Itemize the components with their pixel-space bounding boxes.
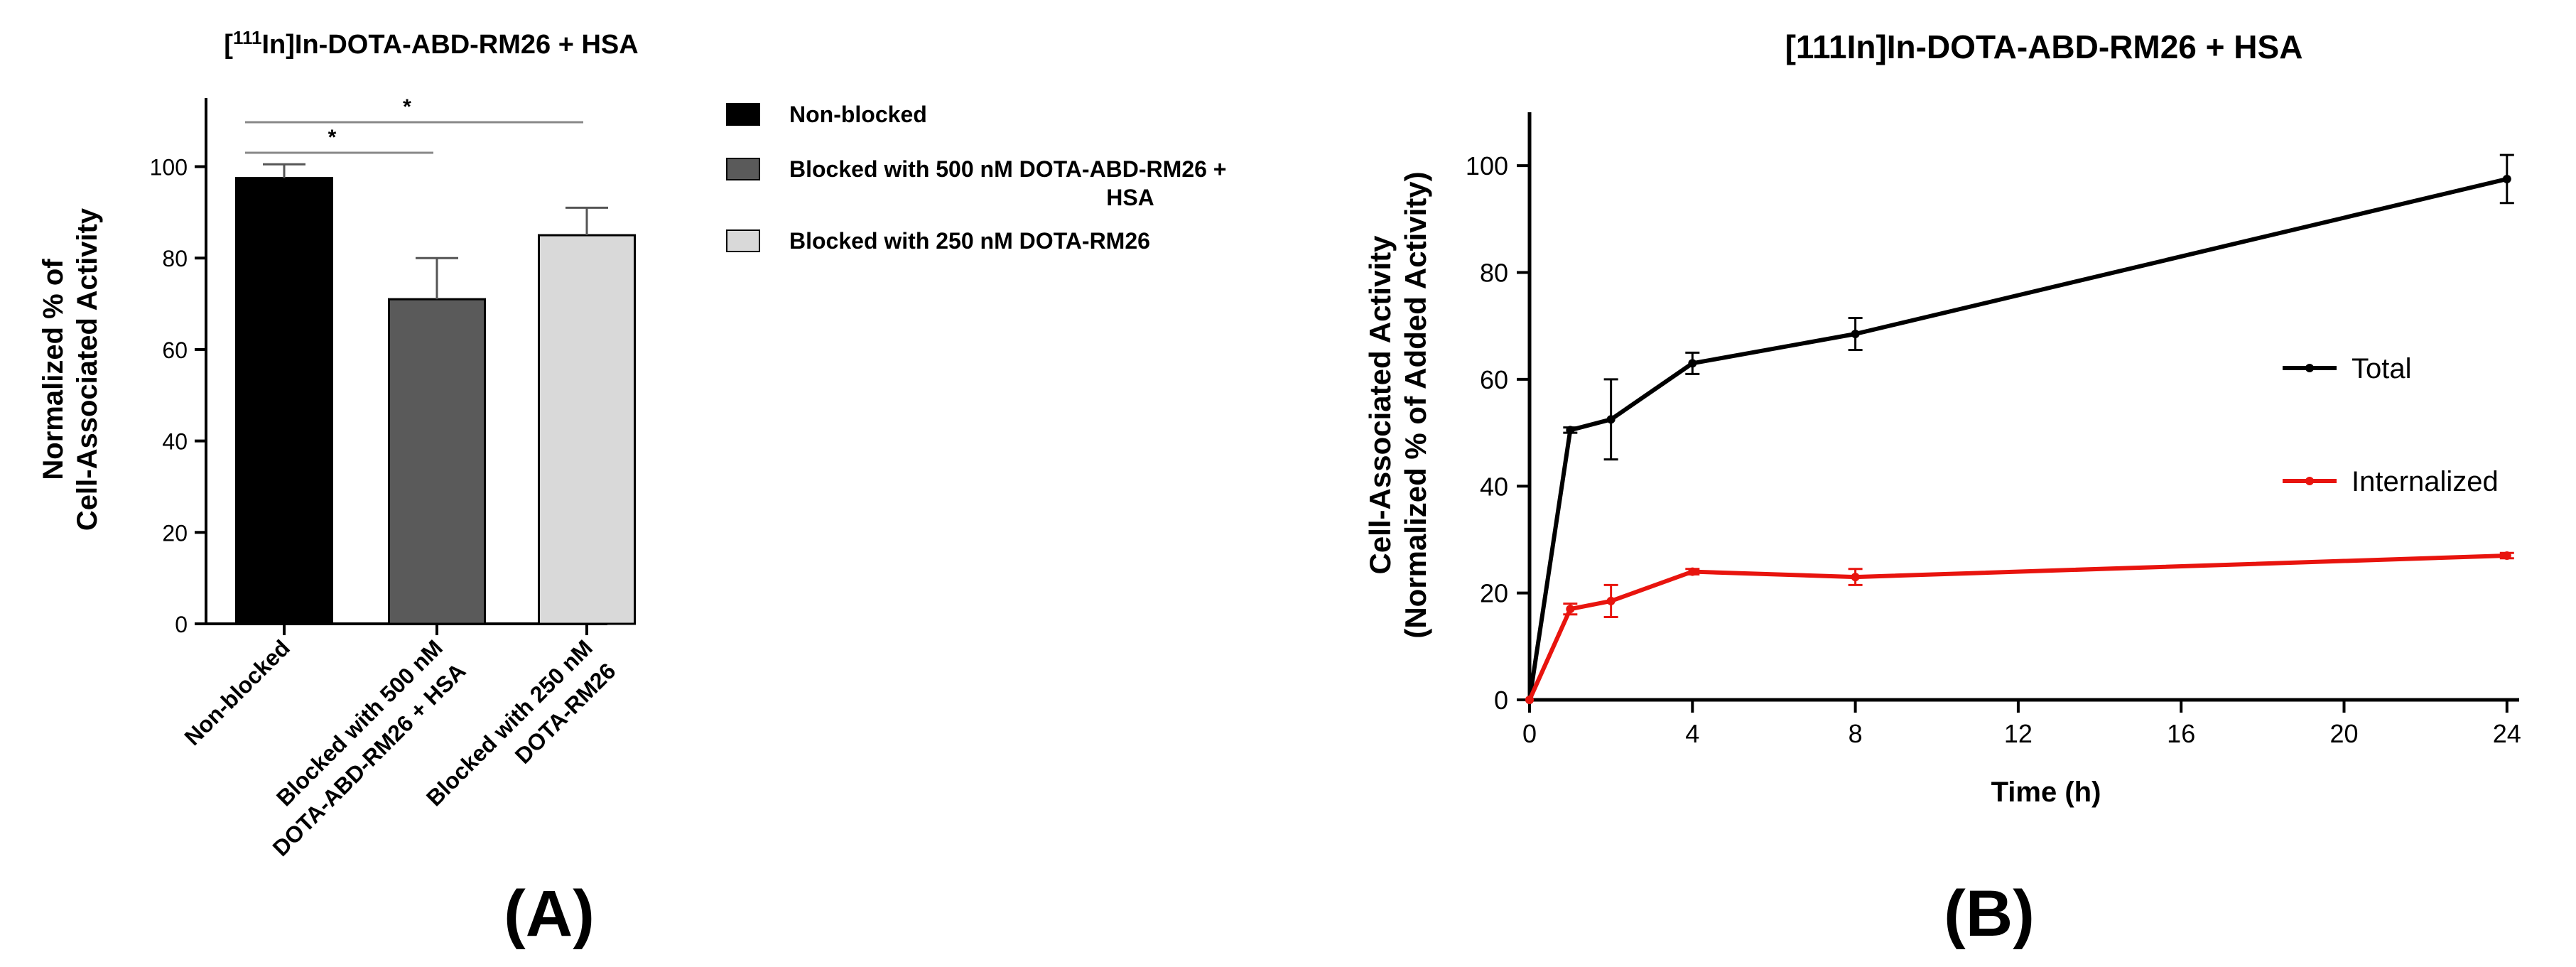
chart-title-superscript: 111: [233, 27, 262, 48]
data-point: [1688, 359, 1697, 368]
x-tick-label: Non-blocked: [179, 634, 294, 750]
legend-label: Blocked with 250 nM DOTA-RM26: [789, 228, 1150, 254]
chart-title-rest: In]In-DOTA-ABD-RM26 + HSA: [261, 30, 638, 60]
significance-label: *: [403, 95, 411, 119]
bar: [538, 234, 636, 625]
data-point: [1606, 415, 1616, 424]
data-point: [1606, 596, 1616, 605]
legend-swatch: [726, 229, 760, 252]
data-point: [2502, 551, 2511, 561]
data-point: [1851, 330, 1860, 339]
y-tick-label: 60: [1480, 365, 1508, 394]
y-tick-label: 0: [175, 612, 188, 637]
data-point: [1525, 696, 1534, 704]
y-tick-label: 0: [1494, 686, 1508, 715]
y-tick-label: 20: [162, 520, 188, 546]
y-tick-label: 80: [1480, 259, 1508, 288]
x-tick-label: 0: [1522, 719, 1537, 748]
legend-label: Total: [2352, 353, 2412, 384]
legend-swatch: [726, 103, 760, 126]
y-tick-label: 100: [1466, 151, 1508, 180]
panel-b-line-chart: [111In]In-DOTA-ABD-RM26 + HSA02040608010…: [1363, 28, 2521, 950]
y-axis-label: Normalized % of Cell-Associated Activity: [38, 207, 103, 531]
y-tick-label: 60: [162, 337, 188, 363]
legend-label: Internalized: [2352, 466, 2499, 497]
data-point: [1851, 573, 1860, 582]
x-tick-label-line: Non-blocked: [179, 634, 294, 750]
panel-label: (B): [1944, 877, 2035, 950]
bar: [235, 177, 333, 625]
legend-label-line: Blocked with 250 nM DOTA-RM26: [789, 228, 1150, 254]
data-point: [1688, 567, 1697, 576]
x-axis-label: Time (h): [1991, 777, 2101, 808]
y-axis-label-line2: (Normalized % of Added Activity): [1399, 171, 1432, 638]
series-line: [1527, 177, 2508, 701]
y-tick-label: 100: [150, 155, 188, 180]
x-tick-label: 20: [2329, 719, 2358, 748]
y-axis-label: Cell-Associated Activity(Normalized % of…: [1363, 171, 1432, 638]
x-tick-label: 4: [1685, 719, 1699, 748]
data-point: [2502, 174, 2511, 183]
legend-marker: [2305, 477, 2314, 485]
legend-label-line: Non-blocked: [789, 102, 927, 127]
chart-title: [111In]In-DOTA-ABD-RM26 + HSA: [224, 27, 638, 60]
legend-label: Blocked with 500 nM DOTA-ABD-RM26 + HSA: [789, 156, 1226, 210]
x-tick-label: 12: [2004, 719, 2033, 748]
x-tick-label: 24: [2493, 719, 2521, 748]
y-axis-label-line1: Cell-Associated Activity: [1363, 235, 1397, 575]
chart-title: [111In]In-DOTA-ABD-RM26 + HSA: [1785, 28, 2303, 65]
significance-label: *: [328, 126, 337, 149]
legend-label: Non-blocked: [789, 102, 927, 127]
legend-swatch: [726, 158, 760, 180]
bar: [388, 298, 486, 625]
x-tick-label: 16: [2167, 719, 2195, 748]
legend-marker: [2305, 364, 2314, 372]
y-tick-label: 40: [162, 429, 188, 455]
legend-label-line: HSA: [1106, 185, 1154, 210]
series-line: [1527, 553, 2507, 701]
data-point: [1566, 605, 1575, 614]
chart-title-prefix: [: [224, 30, 233, 60]
y-axis-label-line2: Cell-Associated Activity: [72, 207, 103, 531]
y-axis-label-line1: Normalized % of: [38, 259, 69, 480]
y-tick-label: 40: [1480, 472, 1508, 501]
panel-label: (A): [504, 877, 595, 950]
data-point: [1566, 426, 1575, 435]
panel-a-bar-chart: [111In]In-DOTA-ABD-RM26 + HSA 0 20 40 60 80 10…: [38, 27, 1226, 950]
x-tick-label-line: DOTA-ABD-RM26 + HSA: [268, 658, 471, 861]
y-tick-label: 80: [162, 246, 188, 271]
legend-label-line: Blocked with 500 nM DOTA-ABD-RM26 +: [789, 156, 1226, 182]
y-tick-label: 20: [1480, 579, 1508, 608]
x-tick-label: 8: [1849, 719, 1863, 748]
